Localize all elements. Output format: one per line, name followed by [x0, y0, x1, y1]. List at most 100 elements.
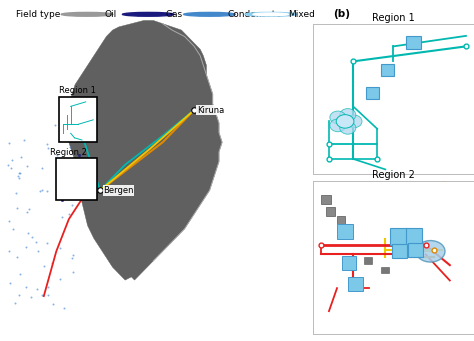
Ellipse shape: [416, 240, 445, 262]
Ellipse shape: [330, 119, 346, 132]
Point: [6, 140, 13, 146]
Point: [9, 157, 16, 162]
Point: [69, 269, 77, 275]
Point: [51, 123, 59, 128]
Point: [60, 305, 67, 311]
Bar: [337, 216, 345, 224]
Point: [15, 292, 23, 297]
Point: [75, 152, 82, 158]
Point: [66, 144, 73, 150]
Point: [68, 256, 75, 261]
Point: [69, 252, 77, 258]
Point: [64, 156, 72, 161]
Point: [69, 163, 76, 168]
Text: Mixed: Mixed: [289, 10, 315, 19]
Point: [14, 174, 22, 179]
Bar: [342, 256, 356, 270]
Bar: [381, 64, 394, 76]
Point: [12, 190, 19, 196]
Circle shape: [253, 13, 289, 16]
Text: Kiruna: Kiruna: [197, 106, 224, 115]
Point: [56, 276, 64, 282]
Point: [13, 205, 21, 211]
Text: Field type: Field type: [16, 10, 61, 19]
Text: Bergen: Bergen: [103, 186, 134, 195]
Point: [44, 240, 51, 245]
Point: [9, 227, 17, 232]
Point: [38, 188, 46, 193]
Point: [40, 264, 48, 269]
Text: Gas: Gas: [166, 10, 183, 19]
Bar: [366, 87, 379, 99]
Text: Oil: Oil: [105, 10, 117, 19]
Point: [44, 189, 51, 194]
Point: [43, 141, 51, 147]
Point: [53, 152, 60, 158]
Point: [73, 162, 80, 167]
Point: [16, 170, 24, 176]
Point: [15, 171, 23, 176]
Point: [22, 285, 30, 290]
Point: [7, 280, 14, 285]
Point: [23, 163, 31, 168]
Point: [11, 300, 18, 306]
Point: [28, 234, 36, 239]
Point: [15, 175, 23, 180]
Point: [34, 248, 41, 254]
Title: Region 1: Region 1: [372, 13, 415, 23]
Point: [38, 293, 46, 298]
Text: (b): (b): [333, 9, 350, 19]
Bar: [392, 243, 407, 258]
Bar: [406, 36, 421, 49]
Title: Region 2: Region 2: [372, 170, 415, 180]
Point: [13, 254, 21, 260]
Point: [20, 137, 28, 143]
Circle shape: [61, 12, 113, 16]
Bar: [390, 228, 408, 245]
Ellipse shape: [336, 115, 354, 128]
Point: [65, 212, 73, 217]
Point: [36, 188, 44, 193]
Point: [23, 209, 31, 214]
Point: [48, 260, 55, 265]
Bar: [406, 228, 422, 243]
Point: [44, 292, 51, 298]
Bar: [381, 267, 389, 273]
Circle shape: [245, 12, 297, 16]
Point: [17, 154, 25, 160]
Point: [32, 240, 40, 245]
Ellipse shape: [340, 108, 356, 121]
Point: [24, 230, 31, 235]
Polygon shape: [63, 20, 222, 280]
Point: [23, 245, 30, 250]
Bar: [59, 98, 97, 142]
Point: [4, 163, 11, 168]
Point: [58, 197, 66, 203]
Point: [55, 184, 63, 190]
Point: [62, 157, 70, 163]
Point: [27, 294, 35, 300]
Bar: [365, 257, 373, 264]
Ellipse shape: [340, 121, 356, 134]
Point: [58, 214, 66, 220]
Point: [38, 166, 46, 171]
Bar: [321, 194, 330, 204]
Point: [68, 202, 75, 207]
Point: [67, 133, 75, 139]
Point: [16, 271, 24, 277]
Circle shape: [184, 12, 235, 16]
Bar: [348, 278, 363, 291]
Bar: [56, 158, 97, 200]
Point: [33, 286, 40, 292]
Bar: [326, 207, 336, 216]
Ellipse shape: [346, 115, 362, 128]
Bar: [408, 243, 423, 257]
Text: Condensate: Condensate: [227, 10, 281, 19]
Point: [50, 301, 57, 307]
Point: [61, 172, 68, 177]
Point: [25, 206, 32, 211]
Point: [7, 165, 15, 170]
Ellipse shape: [330, 111, 346, 124]
Point: [5, 248, 12, 253]
Bar: [337, 224, 353, 239]
